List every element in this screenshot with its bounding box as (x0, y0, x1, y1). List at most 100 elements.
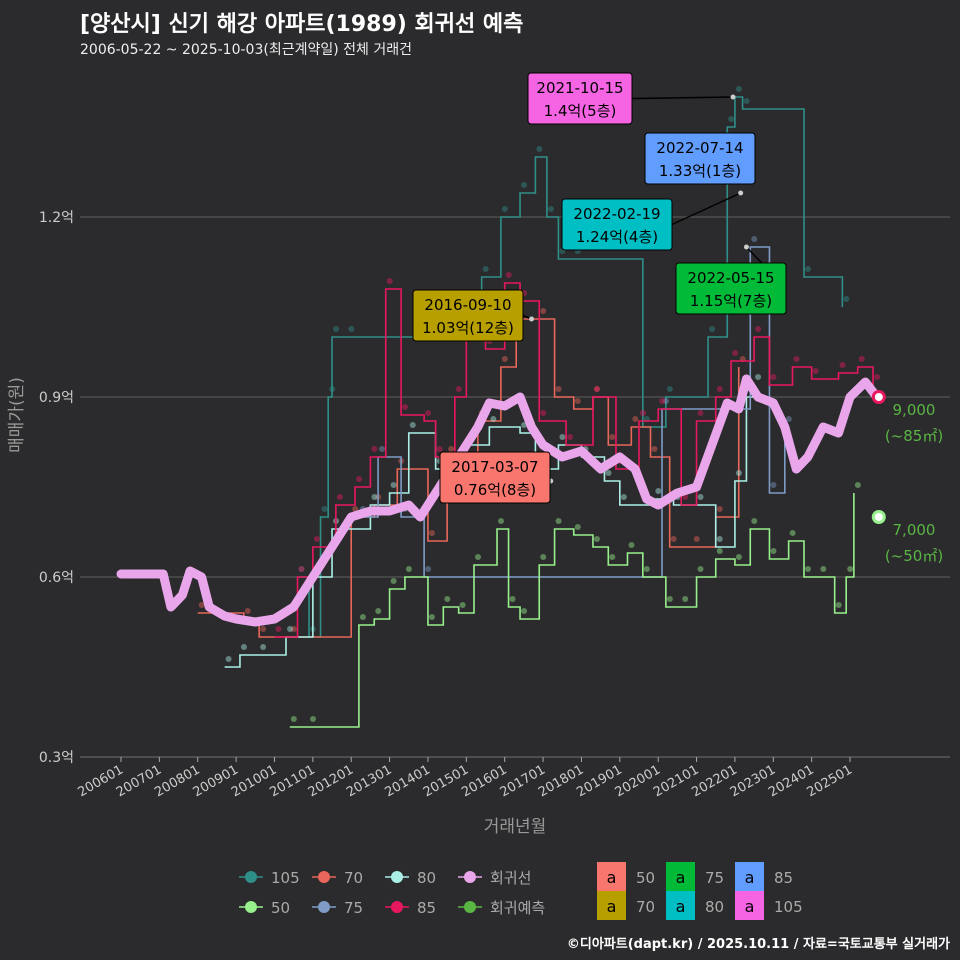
annotation-point (730, 94, 736, 100)
series-105-point (333, 326, 340, 332)
legend-label: 85 (417, 899, 436, 917)
annotation-box (412, 289, 524, 342)
legend-box-label: 85 (774, 869, 793, 887)
series-50-point (666, 596, 673, 602)
series-50-point (643, 566, 650, 572)
series-50-point (405, 566, 412, 572)
y-tick-label: 0.6억 (39, 570, 74, 586)
chart-subtitle: 2006-05-22 ~ 2025-10-03(최근계약일) 전체 거래건 (80, 42, 412, 58)
legend-dot-105 (245, 871, 257, 883)
annotation-box (644, 132, 756, 185)
legend-box-80 (666, 891, 695, 920)
series-85-point (540, 410, 547, 416)
legend-label: 80 (417, 869, 436, 887)
series-105-point (735, 86, 742, 92)
series-80-point (716, 536, 723, 542)
series-85-point (505, 272, 512, 278)
series-70-line (197, 318, 740, 638)
series-85-point (697, 410, 704, 416)
series-105-point (728, 116, 735, 122)
series-70-point (448, 446, 455, 452)
annotation-value: 1.33억(1층) (659, 162, 741, 180)
series-50-point (509, 596, 516, 602)
series-85-point (793, 356, 800, 362)
legend-dot-50 (245, 901, 257, 913)
series-50-point (854, 482, 861, 488)
series-50-point (521, 608, 528, 614)
series-50-point (716, 548, 723, 554)
series-70-point (290, 626, 297, 632)
legend-box-glyph: a (745, 868, 755, 887)
series-80-point (409, 422, 416, 428)
legend-dot-80 (391, 871, 403, 883)
legend-label: 75 (344, 899, 363, 917)
series-105-point (743, 98, 750, 104)
series-50-point (444, 596, 451, 602)
series-85-point (659, 398, 666, 404)
prediction-label: 7,000 (893, 521, 936, 539)
series-85-point (755, 326, 762, 332)
series-85-point (593, 386, 600, 392)
series-50-point (735, 554, 742, 560)
series-80-point (755, 374, 762, 380)
series-85-point (298, 566, 305, 572)
legend-label: 70 (344, 869, 363, 887)
legend-label: 회귀예측 (490, 899, 545, 917)
series-70-point (574, 398, 581, 404)
series-50-point (428, 614, 435, 620)
series-80-point (605, 470, 612, 476)
y-tick-label: 0.9억 (39, 390, 74, 406)
series-105-point (804, 266, 811, 272)
series-70-point (555, 386, 562, 392)
series-70-point (540, 308, 547, 314)
legend-dot-회귀예측 (464, 901, 476, 913)
series-75-point (785, 416, 792, 422)
series-80-point (371, 494, 378, 500)
series-70-point (244, 608, 251, 614)
series-85-point (386, 278, 393, 284)
series-50-point (751, 518, 758, 524)
series-70-point (260, 626, 267, 632)
series-50-point (682, 596, 689, 602)
annotation-value: 1.03억(12층) (422, 319, 514, 337)
legend-box-75 (666, 862, 695, 891)
annotation-box (527, 72, 633, 125)
legend-box-glyph: a (607, 897, 617, 916)
series-50-point (540, 554, 547, 560)
series-85-point (567, 434, 574, 440)
legend-box-label: 75 (705, 869, 724, 887)
series-70-point (428, 530, 435, 536)
series-50-point (375, 608, 382, 614)
series-75-point (770, 482, 777, 488)
legend-label: 105 (271, 869, 300, 887)
series-50-point (555, 518, 562, 524)
series-80-point (225, 656, 232, 662)
series-85-point (732, 350, 739, 356)
series-70-point (609, 434, 616, 440)
series-70-point (651, 446, 658, 452)
series-105-point (843, 296, 850, 302)
legend-box-label: 105 (774, 898, 803, 916)
series-50-point (290, 716, 297, 722)
series-70-point (716, 506, 723, 512)
series-105-point (298, 566, 305, 572)
annotation-point (529, 316, 535, 322)
series-105-point (536, 146, 543, 152)
series-105-point (482, 266, 489, 272)
series-50-point (498, 518, 505, 524)
series-50-point (609, 554, 616, 560)
annotation-date: 2022-02-19 (573, 205, 660, 223)
series-85-point (402, 404, 409, 410)
series-50-point (770, 548, 777, 554)
chart-title: [양산시] 신기 해강 아파트(1989) 회귀선 예측 (80, 12, 524, 37)
legend-box-105 (735, 891, 764, 920)
legend-box-glyph: a (607, 868, 617, 887)
credit: ©디아파트(dapt.kr) / 2025.10.11 / 자료=국토교통부 실… (566, 937, 950, 952)
series-85-point (455, 386, 462, 392)
annotation-point (738, 190, 744, 196)
series-85-point (812, 368, 819, 374)
legend-box-glyph: a (676, 897, 686, 916)
series-50-point (359, 614, 366, 620)
regression-line (116, 374, 882, 627)
